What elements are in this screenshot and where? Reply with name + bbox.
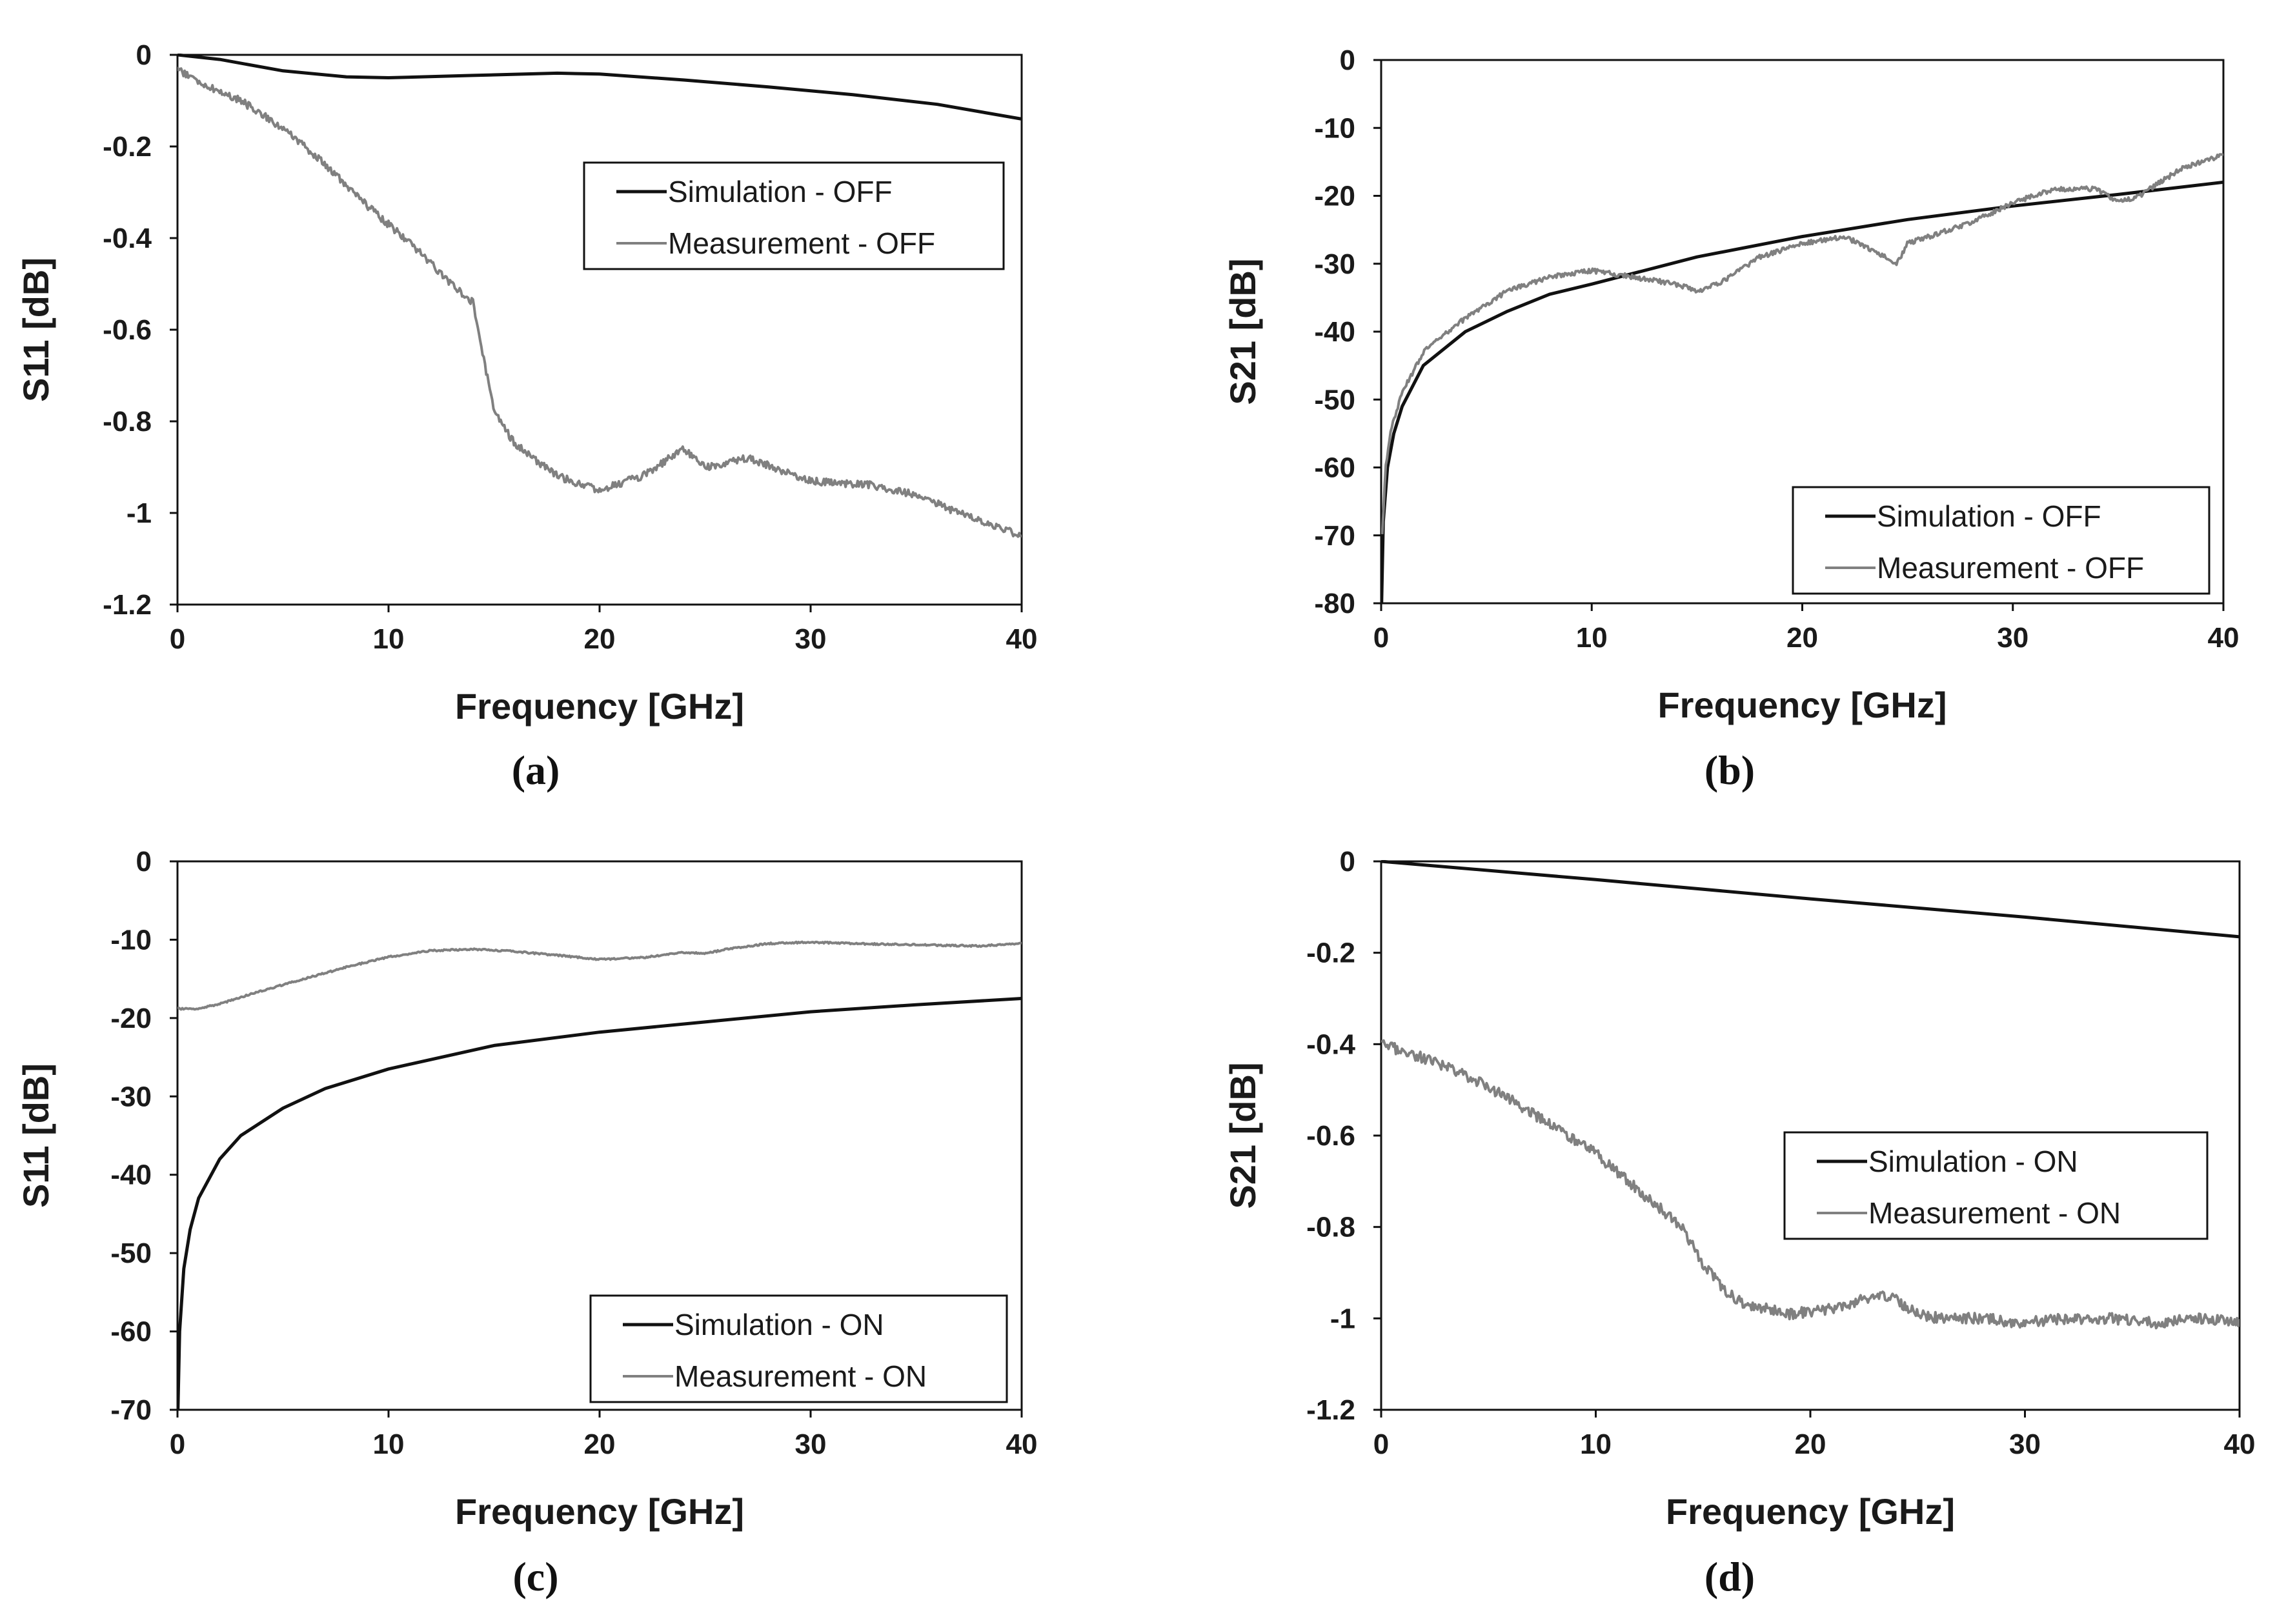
y-tick-label: 0 xyxy=(1340,45,1355,76)
y-tick-label: -20 xyxy=(1314,181,1355,212)
panel-label: (b) xyxy=(1704,747,1755,793)
y-tick-label: -0.6 xyxy=(1306,1120,1355,1152)
y-tick-label: -40 xyxy=(1314,316,1355,348)
x-axis-title: Frequency [GHz] xyxy=(1657,685,1947,725)
legend-entry: Measurement - ON xyxy=(674,1359,927,1393)
x-tick-label: 10 xyxy=(373,623,405,655)
y-tick-label: -60 xyxy=(1314,452,1355,484)
series-line-simulation xyxy=(177,54,1022,121)
series-line-simulation xyxy=(1381,860,2240,939)
legend-entry: Measurement - OFF xyxy=(668,226,935,260)
legend-entry: Simulation - ON xyxy=(674,1308,884,1341)
y-tick-label: -20 xyxy=(110,1003,152,1034)
chart-panel-4: 0 10 20 30 40 0 -0.2 -0.4 -0.6 -0.8 -1 -1.2 Frequenc… xyxy=(1222,846,2255,1599)
legend-box xyxy=(583,161,1005,270)
x-tick-label: 20 xyxy=(584,1429,616,1460)
x-tick-label: 20 xyxy=(1786,622,1818,654)
x-tick-label: 20 xyxy=(1795,1429,1826,1460)
legend: Simulation - ON Measurement - ON xyxy=(589,1294,1008,1403)
y-tick-label: -70 xyxy=(1314,520,1355,552)
x-tick-label: 10 xyxy=(1580,1429,1612,1460)
y-tick-label: -50 xyxy=(110,1238,152,1269)
legend-entry: Measurement - ON xyxy=(1868,1196,2121,1230)
y-tick-label: -40 xyxy=(110,1159,152,1191)
y-tick-label: -0.6 xyxy=(103,314,152,346)
y-tick-label: -1.2 xyxy=(1306,1394,1355,1426)
y-tick-label: -1 xyxy=(1330,1303,1355,1334)
legend: Simulation - ON Measurement - ON xyxy=(1783,1131,2209,1240)
y-axis-title: S21 [dB] xyxy=(1222,258,1263,405)
x-tick-label: 30 xyxy=(795,1429,827,1460)
series-line-simulation xyxy=(1381,180,2223,604)
x-tick-label: 40 xyxy=(1006,623,1038,655)
y-tick-label: -1.2 xyxy=(103,589,152,621)
legend-box xyxy=(1783,1131,2209,1240)
y-tick-label: -0.8 xyxy=(1306,1212,1355,1243)
legend: Simulation - OFF Measurement - OFF xyxy=(1792,486,2210,595)
y-tick-label: -60 xyxy=(110,1316,152,1348)
chart-panel-3: 0 10 20 30 40 0 -10 -20 -30 -40 -50 -60 -70 Frequency… xyxy=(15,846,1037,1599)
panel-label: (c) xyxy=(512,1554,558,1599)
y-tick-label: -30 xyxy=(1314,248,1355,280)
x-tick-label: 30 xyxy=(795,623,827,655)
x-tick-label: 40 xyxy=(1006,1429,1038,1460)
series-line-measurement xyxy=(1381,1039,2240,1330)
y-tick-label: -0.2 xyxy=(103,131,152,163)
x-tick-label: 40 xyxy=(2208,622,2240,654)
y-axis-title: S21 [dB] xyxy=(1222,1062,1263,1208)
x-tick-label: 30 xyxy=(1997,622,2028,654)
y-tick-label: -30 xyxy=(110,1081,152,1112)
y-tick-label: -70 xyxy=(110,1394,152,1426)
y-tick-label: -0.4 xyxy=(1306,1028,1355,1060)
series-line-measurement xyxy=(177,66,1022,538)
panel-label: (d) xyxy=(1704,1554,1755,1599)
x-tick-label: 30 xyxy=(2009,1429,2041,1460)
x-tick-label: 20 xyxy=(584,623,616,655)
series-line-simulation xyxy=(177,997,1022,1410)
x-tick-label: 40 xyxy=(2224,1429,2256,1460)
series-line-measurement xyxy=(177,940,1022,1011)
legend-box xyxy=(1792,486,2210,595)
legend-entry: Simulation - OFF xyxy=(668,175,893,208)
x-tick-label: 10 xyxy=(373,1429,405,1460)
x-axis-title: Frequency [GHz] xyxy=(455,686,744,727)
legend-entry: Simulation - OFF xyxy=(1877,499,2101,533)
legend-entry: Measurement - OFF xyxy=(1877,551,2144,585)
y-axis-title: S11 [dB] xyxy=(15,1063,56,1208)
y-tick-label: -10 xyxy=(1314,112,1355,144)
series-line-measurement xyxy=(1381,153,2223,535)
y-tick-label: 0 xyxy=(136,846,152,877)
x-tick-label: 0 xyxy=(1373,622,1389,654)
y-tick-label: -0.8 xyxy=(103,406,152,437)
y-axis-title: S11 [dB] xyxy=(15,257,56,402)
legend-entry: Simulation - ON xyxy=(1868,1145,2078,1178)
legend-box xyxy=(589,1294,1008,1403)
chart-panel-1: 0 10 20 30 40 0 -0.2 -0.4 -0.6 -0.8 -1 -1.2 Frequenc… xyxy=(15,39,1037,793)
y-tick-label: -0.4 xyxy=(103,223,152,254)
y-tick-label: -50 xyxy=(1314,384,1355,416)
x-axis-title: Frequency [GHz] xyxy=(455,1491,744,1532)
x-tick-label: 0 xyxy=(1373,1429,1389,1460)
x-tick-label: 0 xyxy=(170,623,185,655)
x-tick-label: 10 xyxy=(1576,622,1608,654)
y-tick-label: -80 xyxy=(1314,588,1355,619)
y-tick-label: -1 xyxy=(126,497,152,529)
x-axis-title: Frequency [GHz] xyxy=(1666,1491,1955,1532)
panel-label: (a) xyxy=(512,747,560,793)
y-tick-label: 0 xyxy=(1340,846,1355,877)
y-tick-label: -10 xyxy=(110,924,152,956)
y-tick-label: -0.2 xyxy=(1306,937,1355,969)
y-tick-label: 0 xyxy=(136,39,152,71)
x-tick-label: 0 xyxy=(170,1429,185,1460)
chart-panel-2: 0 10 20 30 40 0 -10 -20 -30 -40 -50 -60 -70 -80 Freque… xyxy=(1222,45,2239,793)
legend: Simulation - OFF Measurement - OFF xyxy=(583,161,1005,270)
